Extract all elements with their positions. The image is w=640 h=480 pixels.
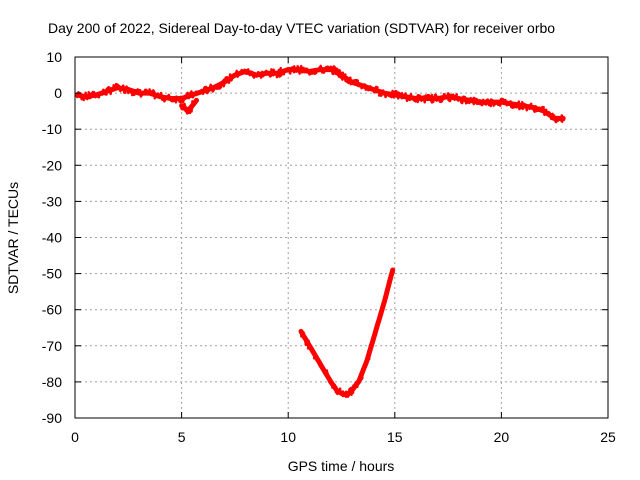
x-tick-label: 0 (71, 429, 79, 445)
series-noise-dip (180, 99, 198, 115)
y-tick-label: -80 (42, 374, 62, 390)
y-tick-label: -20 (42, 157, 62, 173)
y-tick-label: -50 (42, 266, 62, 282)
x-tick-label: 25 (600, 429, 616, 445)
grid-lines (75, 57, 608, 418)
y-tick-label: -70 (42, 338, 62, 354)
x-tick-label: 15 (387, 429, 403, 445)
y-tick-label: -60 (42, 302, 62, 318)
y-axis-title: SDTVAR / TECUs (5, 182, 21, 294)
axis-ticks (74, 56, 609, 419)
tick-labels: 0 5 10 15 20 25 10 0 -10 -20 -30 -40 -50 -60 -70 -80 -90 (42, 49, 616, 445)
series-layer (74, 64, 566, 399)
y-tick-label: -90 (42, 410, 62, 426)
y-tick-label: 10 (46, 49, 62, 65)
x-axis-title: GPS time / hours (288, 458, 395, 474)
y-tick-label: -40 (42, 230, 62, 246)
x-tick-label: 5 (178, 429, 186, 445)
x-tick-label: 20 (494, 429, 510, 445)
series-noise-main (75, 64, 566, 124)
y-tick-label: 0 (54, 85, 62, 101)
chart-title: Day 200 of 2022, Sidereal Day-to-day VTE… (48, 20, 555, 36)
x-tick-label: 10 (280, 429, 296, 445)
series-noise-offset (300, 271, 395, 399)
y-tick-label: -30 (42, 193, 62, 209)
y-tick-label: -10 (42, 121, 62, 137)
